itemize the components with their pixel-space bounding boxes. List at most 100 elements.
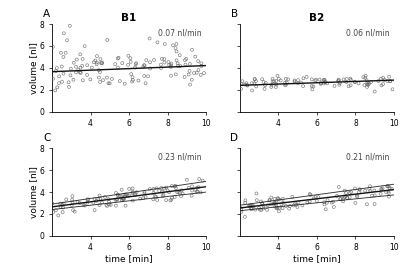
Point — [76, 201, 83, 205]
Point — [237, 205, 243, 209]
Point — [77, 70, 83, 75]
Point — [253, 79, 259, 83]
Point — [364, 83, 371, 87]
Point — [242, 215, 248, 219]
Point — [340, 197, 346, 201]
Point — [165, 60, 172, 64]
Point — [368, 80, 374, 84]
Point — [58, 51, 64, 55]
Point — [90, 201, 96, 205]
Point — [282, 83, 288, 87]
Point — [79, 64, 85, 68]
Point — [141, 191, 148, 196]
Point — [125, 63, 131, 67]
Point — [378, 192, 384, 196]
Point — [338, 197, 344, 201]
Point — [140, 65, 146, 69]
Point — [166, 63, 172, 67]
Point — [60, 205, 66, 210]
Point — [276, 197, 282, 202]
Point — [120, 193, 126, 197]
Point — [105, 197, 112, 201]
Point — [67, 73, 74, 77]
Point — [247, 203, 254, 207]
Point — [129, 75, 136, 79]
Point — [268, 195, 274, 200]
Point — [56, 74, 62, 79]
Point — [385, 189, 392, 194]
Point — [145, 74, 151, 79]
Point — [247, 204, 253, 209]
Point — [182, 62, 189, 67]
Point — [142, 81, 149, 85]
Point — [361, 83, 368, 87]
Point — [195, 185, 202, 189]
Point — [278, 78, 284, 83]
Point — [50, 210, 56, 214]
Point — [69, 198, 75, 202]
Point — [320, 78, 327, 82]
Point — [366, 81, 372, 85]
Point — [278, 202, 285, 206]
Point — [383, 190, 389, 194]
Point — [324, 198, 331, 202]
Point — [285, 77, 291, 81]
Point — [198, 190, 204, 195]
Point — [267, 198, 273, 202]
Point — [321, 202, 328, 207]
Point — [184, 178, 190, 182]
Point — [249, 204, 256, 208]
Point — [158, 186, 164, 190]
Point — [322, 207, 329, 211]
Point — [133, 61, 140, 65]
Point — [122, 81, 128, 86]
Point — [321, 200, 327, 204]
Point — [91, 197, 98, 201]
Point — [273, 203, 279, 207]
Point — [276, 206, 283, 210]
Point — [140, 196, 146, 200]
Point — [146, 36, 153, 41]
Point — [274, 74, 281, 78]
Point — [114, 193, 121, 197]
Point — [282, 81, 288, 85]
Point — [126, 193, 132, 198]
Point — [127, 56, 134, 60]
Point — [57, 202, 63, 206]
Point — [280, 206, 286, 210]
Point — [129, 191, 136, 195]
Point — [142, 63, 148, 68]
Point — [249, 88, 255, 93]
Point — [300, 84, 306, 88]
Point — [389, 87, 396, 91]
Point — [175, 64, 181, 68]
Point — [137, 196, 144, 201]
Point — [132, 65, 138, 70]
Point — [115, 65, 121, 70]
Point — [254, 198, 260, 202]
Point — [342, 195, 348, 199]
Point — [147, 66, 154, 71]
Point — [324, 81, 330, 85]
Point — [238, 207, 244, 212]
Point — [187, 62, 193, 66]
Point — [49, 201, 56, 206]
Point — [189, 184, 195, 188]
Point — [354, 193, 360, 198]
Point — [280, 200, 286, 205]
Point — [73, 65, 79, 69]
Point — [160, 193, 167, 197]
Point — [238, 87, 244, 91]
Point — [266, 198, 272, 202]
Point — [342, 194, 349, 198]
Point — [175, 190, 182, 195]
Point — [84, 63, 90, 67]
Point — [268, 202, 274, 207]
Point — [247, 204, 254, 208]
Point — [276, 209, 282, 214]
Point — [194, 70, 200, 75]
Text: 0.06 nl/min: 0.06 nl/min — [346, 28, 389, 38]
Point — [270, 79, 276, 83]
Point — [159, 57, 165, 61]
Point — [321, 78, 328, 82]
